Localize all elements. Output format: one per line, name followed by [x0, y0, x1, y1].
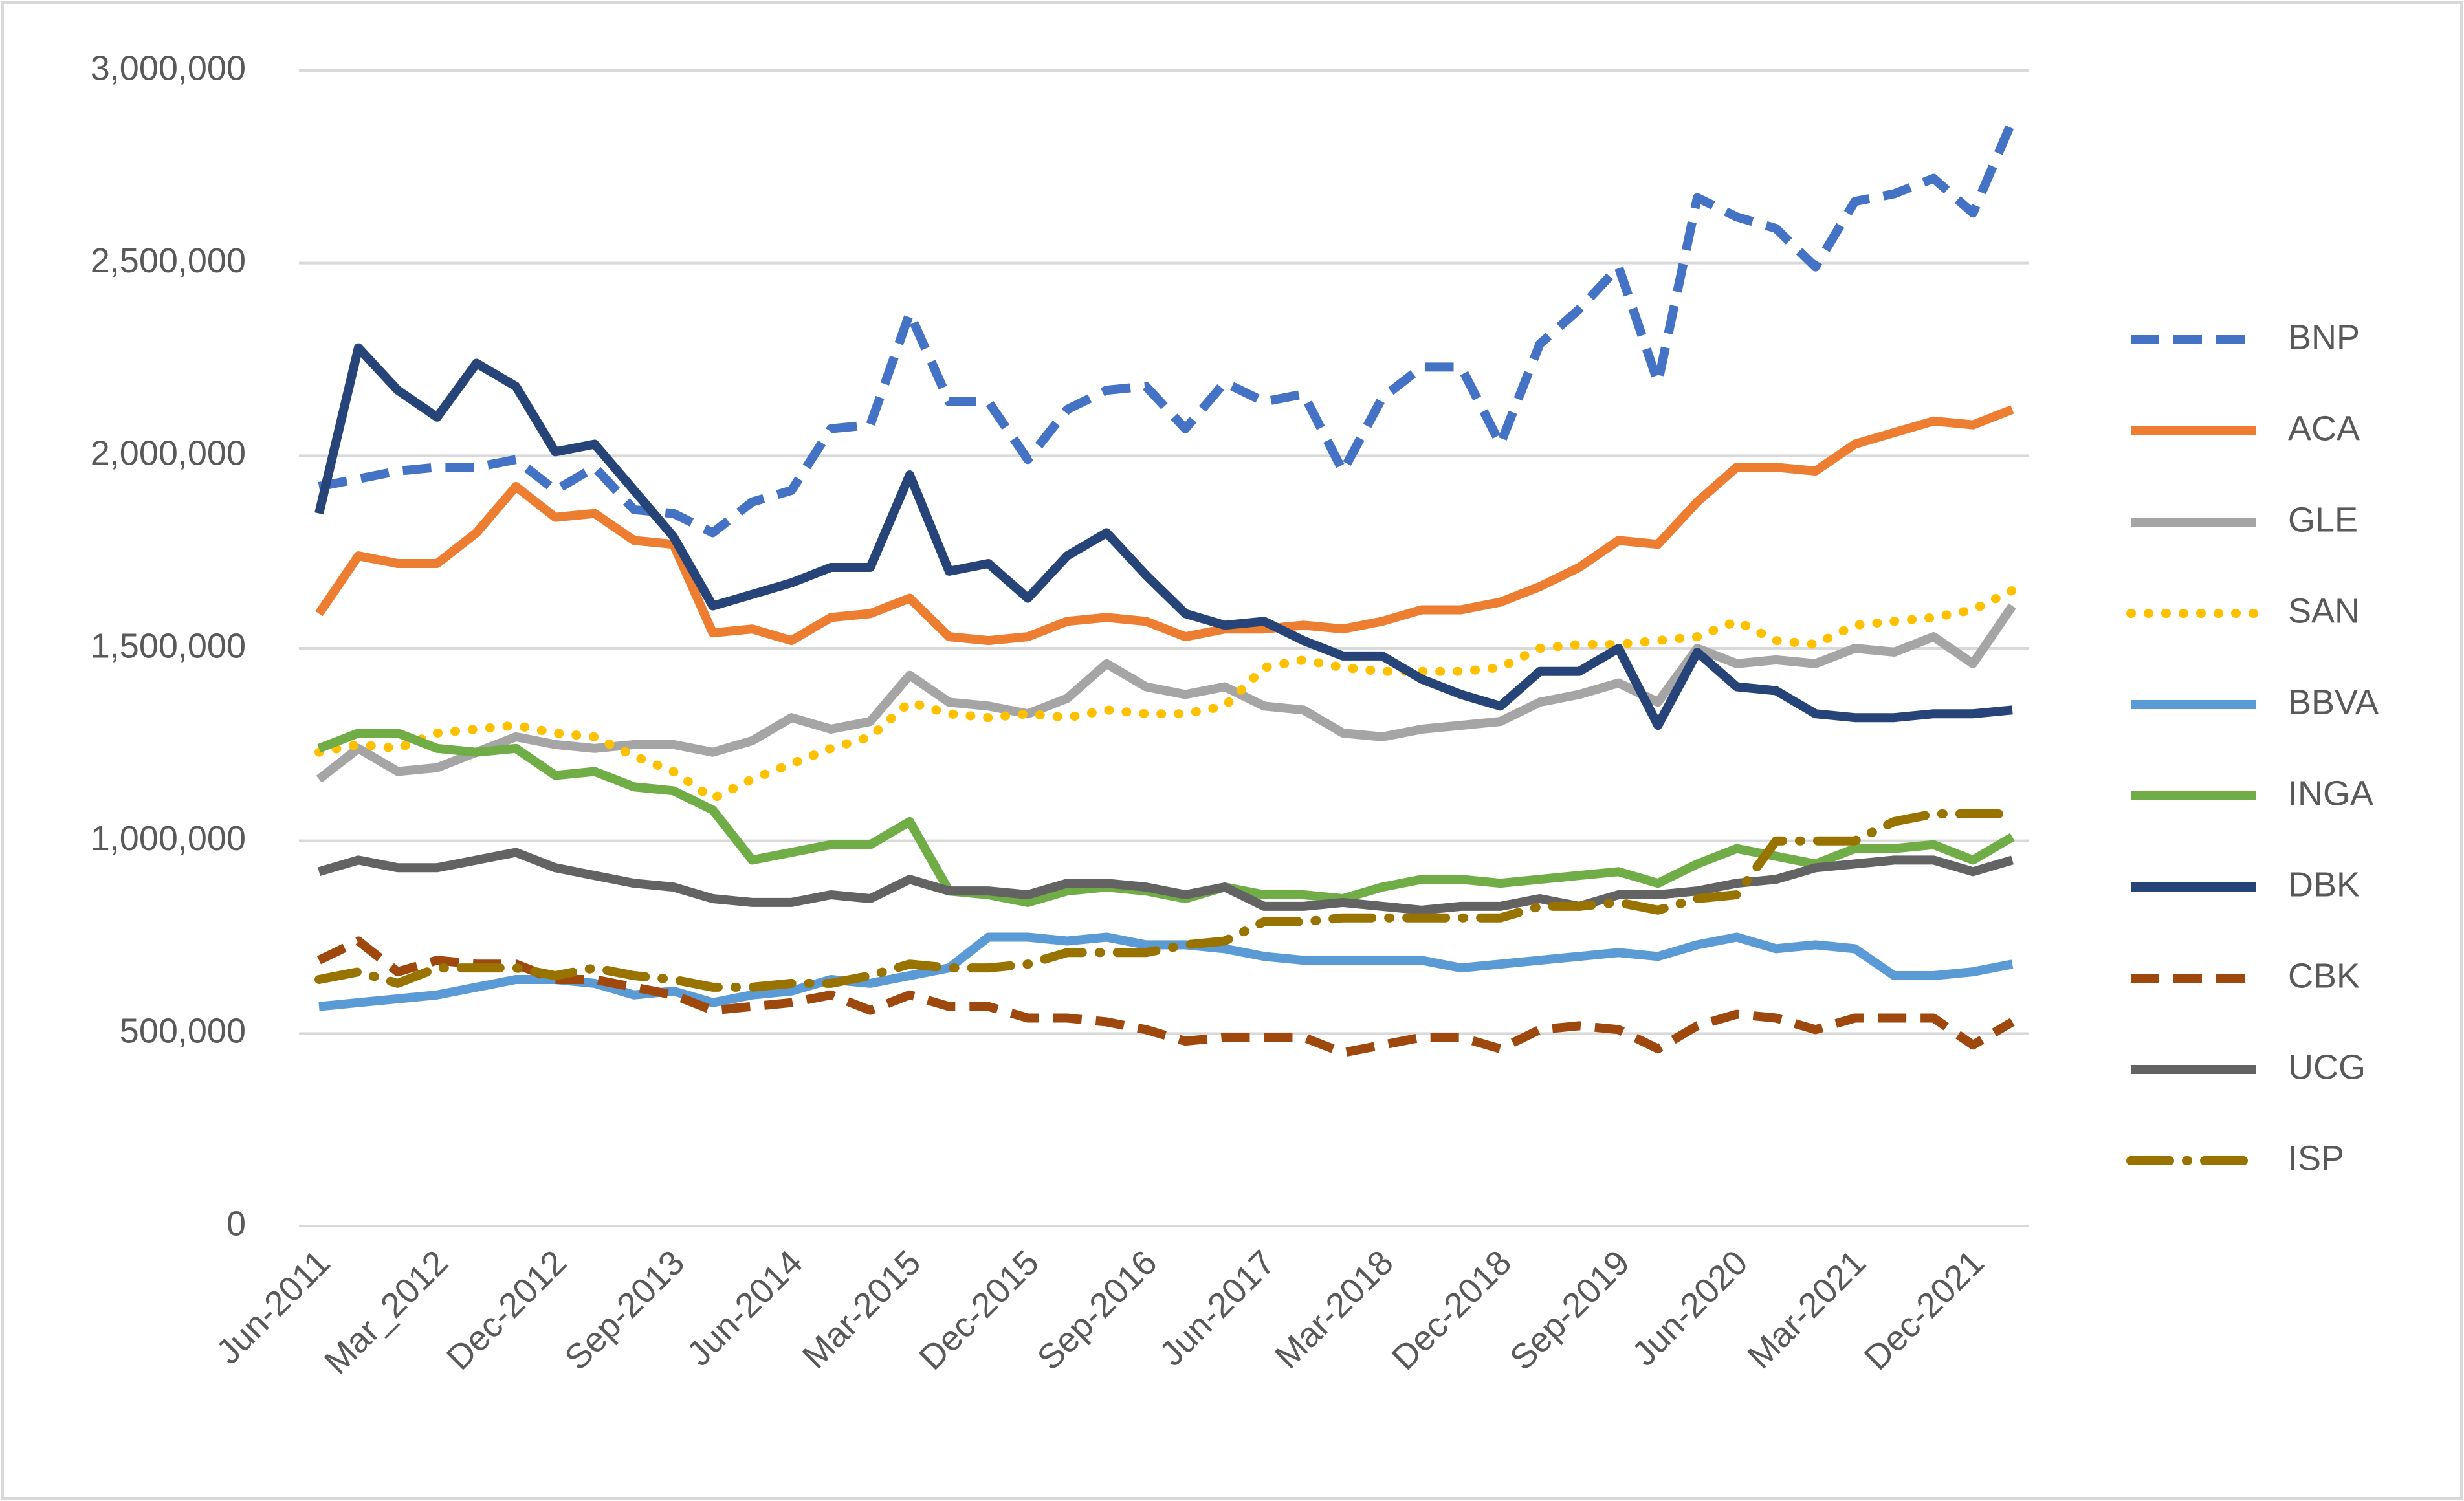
legend-label: UCG	[2288, 1047, 2366, 1086]
legend-label: ACA	[2288, 409, 2360, 448]
y-tick-label: 2,500,000	[91, 241, 246, 280]
y-tick-label: 1,500,000	[91, 626, 246, 665]
series-line	[314, 586, 2017, 804]
series-line	[314, 809, 2017, 992]
legend-label: BBVA	[2288, 683, 2379, 721]
legend-label: BNP	[2288, 318, 2360, 356]
legend-label: SAN	[2288, 591, 2360, 630]
y-tick-label: 500,000	[120, 1012, 246, 1051]
series-line	[314, 343, 2013, 730]
series-line	[318, 118, 2017, 538]
series-line	[318, 848, 2014, 915]
y-tick-label: 1,000,000	[91, 819, 246, 858]
y-tick-label: 0	[226, 1204, 246, 1243]
series-line	[316, 603, 2016, 783]
series-line	[316, 936, 2015, 1058]
legend-label: CBK	[2288, 956, 2360, 995]
legend-label: DBK	[2288, 865, 2360, 904]
legend-label: ISP	[2288, 1139, 2344, 1178]
series-line	[315, 405, 2014, 646]
y-tick-label: 3,000,000	[91, 49, 246, 87]
legend-label: INGA	[2288, 774, 2373, 813]
legend-label: GLE	[2288, 500, 2358, 539]
y-tick-label: 2,000,000	[91, 434, 246, 473]
